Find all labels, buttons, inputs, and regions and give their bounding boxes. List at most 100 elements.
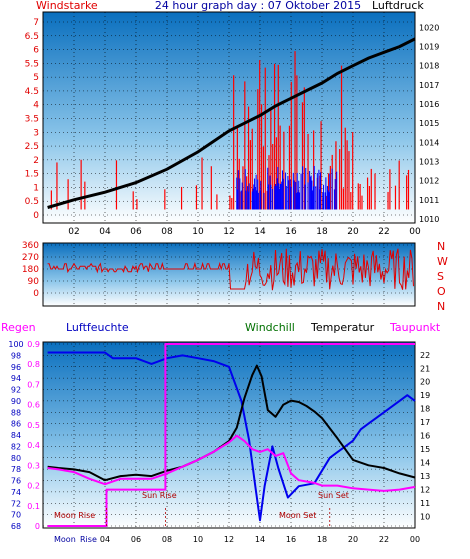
pressure-tick: 1016 [419,100,439,109]
legend-taupunkt: Taupunkt [389,321,441,334]
compass-letter: O [437,285,446,298]
moon-set-label: Moon Set [279,511,316,520]
compass-letter: S [437,270,444,283]
humidity-tick: 90 [11,397,21,406]
wind-tick: 3.5 [25,115,39,125]
moon-rise-label: Moon Rise [54,511,95,520]
wind-tick: 5 [33,73,39,83]
wind-tick: 5.5 [25,59,39,69]
x-tick: 12 [224,535,234,544]
humidity-tick: 70 [11,511,21,520]
rain-tick: 0.2 [27,482,40,491]
x-tick: 14 [254,227,266,237]
pressure-axis-label: Luftdruck [372,0,424,12]
rain-tick: 0.1 [27,502,40,511]
x-tick: 02 [68,227,79,237]
x-tick: 16 [286,535,296,544]
humidity-tick: 80 [11,454,21,463]
wind-tick: 2.5 [25,142,39,152]
taupunkt-line [47,434,416,492]
wind-direction-plot [42,242,416,307]
direction-tick: 90 [28,277,40,287]
x-tick: 14 [255,535,265,544]
wind-tick: 2 [33,156,39,166]
sun-rise-label: Sun Rise [142,491,177,500]
rain-tick: 0.6 [27,401,40,410]
direction-tick: 270 [22,253,39,263]
pressure-line [47,37,416,209]
x-tick: 16 [285,227,297,237]
temperature-tick: 21 [420,364,430,373]
compass-letter: N [437,240,445,253]
pressure-tick: 1013 [419,158,439,167]
legend-luftfeuchte: Luftfeuchte [66,321,129,334]
temperature-y-ticks: 10 11 12 13 14 15 16 17 18 19 20 21 22 [420,351,430,522]
wind-tick: 6.5 [25,32,39,42]
regen-line [47,343,415,527]
rain-tick: 0.8 [27,360,40,369]
humidity-tick: 88 [11,408,21,417]
rain-tick: 0.4 [27,441,40,450]
humidity-y-ticks: 68 70 72 74 76 78 80 82 84 86 88 90 92 94 96 98 100 [8,340,23,531]
rain-tick: 0.9 [27,340,40,349]
pressure-tick: 1014 [419,138,439,147]
humidity-tick: 98 [11,351,21,360]
legend-temperatur: Temperatur [310,321,375,334]
wind-tick: 0.5 [25,197,39,207]
temperature-tick: 22 [420,351,430,360]
humidity-tick: 74 [11,488,21,497]
rain-y-ticks: 0 0.1 0.2 0.3 0.4 0.5 0.6 0.7 0.8 0.9 [27,340,40,531]
legend-windchill: Windchill [245,321,295,334]
temperature-tick: 16 [420,432,430,441]
pressure-tick: 1012 [419,177,439,186]
pressure-tick: 1020 [419,23,439,32]
wind-tick: 1 [33,183,39,193]
x-tick: 10 [193,535,203,544]
wind-axis-label: Windstarke [36,0,98,12]
chart-title: 24 hour graph day : 07 Oktober 2015 [155,0,361,12]
direction-tick: 180 [22,265,39,275]
x-tick: 04 [99,227,111,237]
x-tick: 22 [378,227,389,237]
x-tick: Moon [54,535,76,544]
wind-tick: 1.5 [25,170,39,180]
direction-y-ticks: 0 90 180 270 360 [22,241,39,299]
x-tick: 12 [223,227,234,237]
humidity-tick: 96 [11,363,21,372]
x-tick: 06 [131,535,141,544]
temperature-tick: 12 [420,486,430,495]
sun-set-label: Sun Set [318,491,349,500]
pressure-tick: 1015 [419,119,439,128]
x-tick: 20 [348,535,358,544]
climate-grid [43,342,416,528]
temperature-tick: 11 [420,499,430,508]
humidity-tick: 84 [11,431,21,440]
wind-tick: 4.5 [25,87,39,97]
pressure-tick: 1019 [419,43,439,52]
astro-annotations: Moon Rise Sun Rise Moon Set Sun Set [54,491,349,528]
rain-tick: 0.3 [27,461,40,470]
wind-direction-line [47,248,414,291]
direction-tick: 0 [33,289,39,299]
temperatur-line [47,364,416,482]
pressure-tick: 1010 [419,215,439,224]
x-tick: 10 [192,227,204,237]
x-tick: 08 [162,535,172,544]
temperature-tick: 10 [420,513,430,522]
humidity-tick: 92 [11,386,21,395]
wind-pressure-plot [42,11,416,224]
humidity-tick: 68 [11,522,21,531]
rain-tick: 0 [35,522,40,531]
x-tick: 18 [316,227,328,237]
wind-x-ticks: 02 04 06 08 10 12 14 16 18 20 22 00 [68,227,421,237]
x-tick: 00 [409,227,421,237]
pressure-tick: 1011 [419,196,439,205]
wind-tick: 3 [33,128,39,138]
x-tick: 00 [410,535,420,544]
wind-speed-bars [50,51,410,210]
temperature-tick: 20 [420,378,430,387]
temperature-tick: 17 [420,418,430,427]
wind-tick: 6 [33,46,39,56]
wind-tick: 4 [33,101,39,111]
